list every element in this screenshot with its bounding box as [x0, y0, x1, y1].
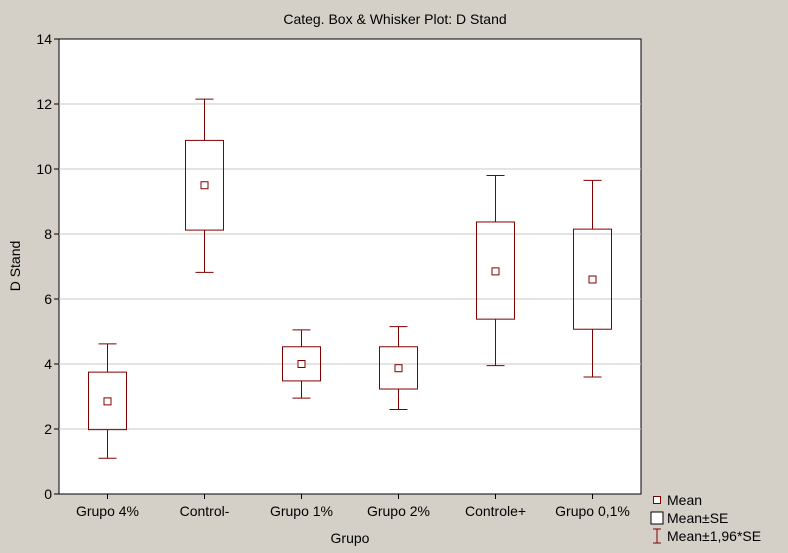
plot-area — [58, 38, 642, 495]
se-box — [282, 346, 321, 382]
box-group — [379, 326, 418, 410]
box-group — [282, 329, 321, 399]
legend: Mean Mean±SE Mean±1,96*SE — [650, 492, 761, 544]
y-tick-label: 4 — [44, 356, 52, 372]
y-tick-label: 12 — [36, 96, 52, 112]
x-tick-label: Grupo 1% — [270, 503, 333, 519]
box-group — [88, 343, 127, 459]
se-box — [573, 228, 612, 330]
legend-ci-symbol — [653, 528, 661, 544]
box-group — [185, 98, 224, 273]
legend-se-symbol — [650, 511, 664, 525]
x-tick-label: Grupo 2% — [367, 503, 430, 519]
y-tick-label: 14 — [36, 31, 52, 47]
legend-label: Mean±1,96*SE — [667, 528, 761, 544]
box-group — [573, 179, 612, 378]
mean-marker — [200, 181, 209, 190]
legend-label: Mean — [667, 492, 702, 508]
se-box — [88, 371, 127, 431]
mean-marker — [103, 397, 112, 406]
series-boxes — [88, 98, 612, 459]
y-axis: 0 2 4 6 8 10 12 14 — [36, 31, 59, 502]
mean-marker — [297, 360, 306, 368]
mean-marker — [588, 275, 597, 284]
y-tick-label: 10 — [36, 161, 52, 177]
x-tick-label: Control- — [180, 503, 230, 519]
grid-lines — [59, 103, 641, 430]
box-group — [476, 175, 515, 367]
y-tick-label: 2 — [44, 421, 52, 437]
y-tick-label: 0 — [44, 486, 52, 502]
y-tick-label: 8 — [44, 226, 52, 242]
se-box — [185, 139, 224, 231]
chart-title: Categ. Box & Whisker Plot: D Stand — [283, 11, 506, 27]
mean-marker — [394, 364, 403, 373]
se-box — [476, 221, 515, 320]
legend-mean-symbol — [653, 496, 661, 504]
mean-marker — [491, 267, 500, 276]
se-box — [379, 346, 418, 390]
y-tick-label: 6 — [44, 291, 52, 307]
x-axis: Grupo 4% Control- Grupo 1% Grupo 2% Controle… — [76, 494, 630, 519]
legend-label: Mean±SE — [667, 510, 728, 526]
x-tick-label: Grupo 0,1% — [555, 503, 630, 519]
x-tick-label: Controle+ — [465, 503, 526, 519]
x-tick-label: Grupo 4% — [76, 503, 139, 519]
x-axis-title: Grupo — [331, 530, 370, 546]
y-axis-title: D Stand — [7, 241, 23, 292]
